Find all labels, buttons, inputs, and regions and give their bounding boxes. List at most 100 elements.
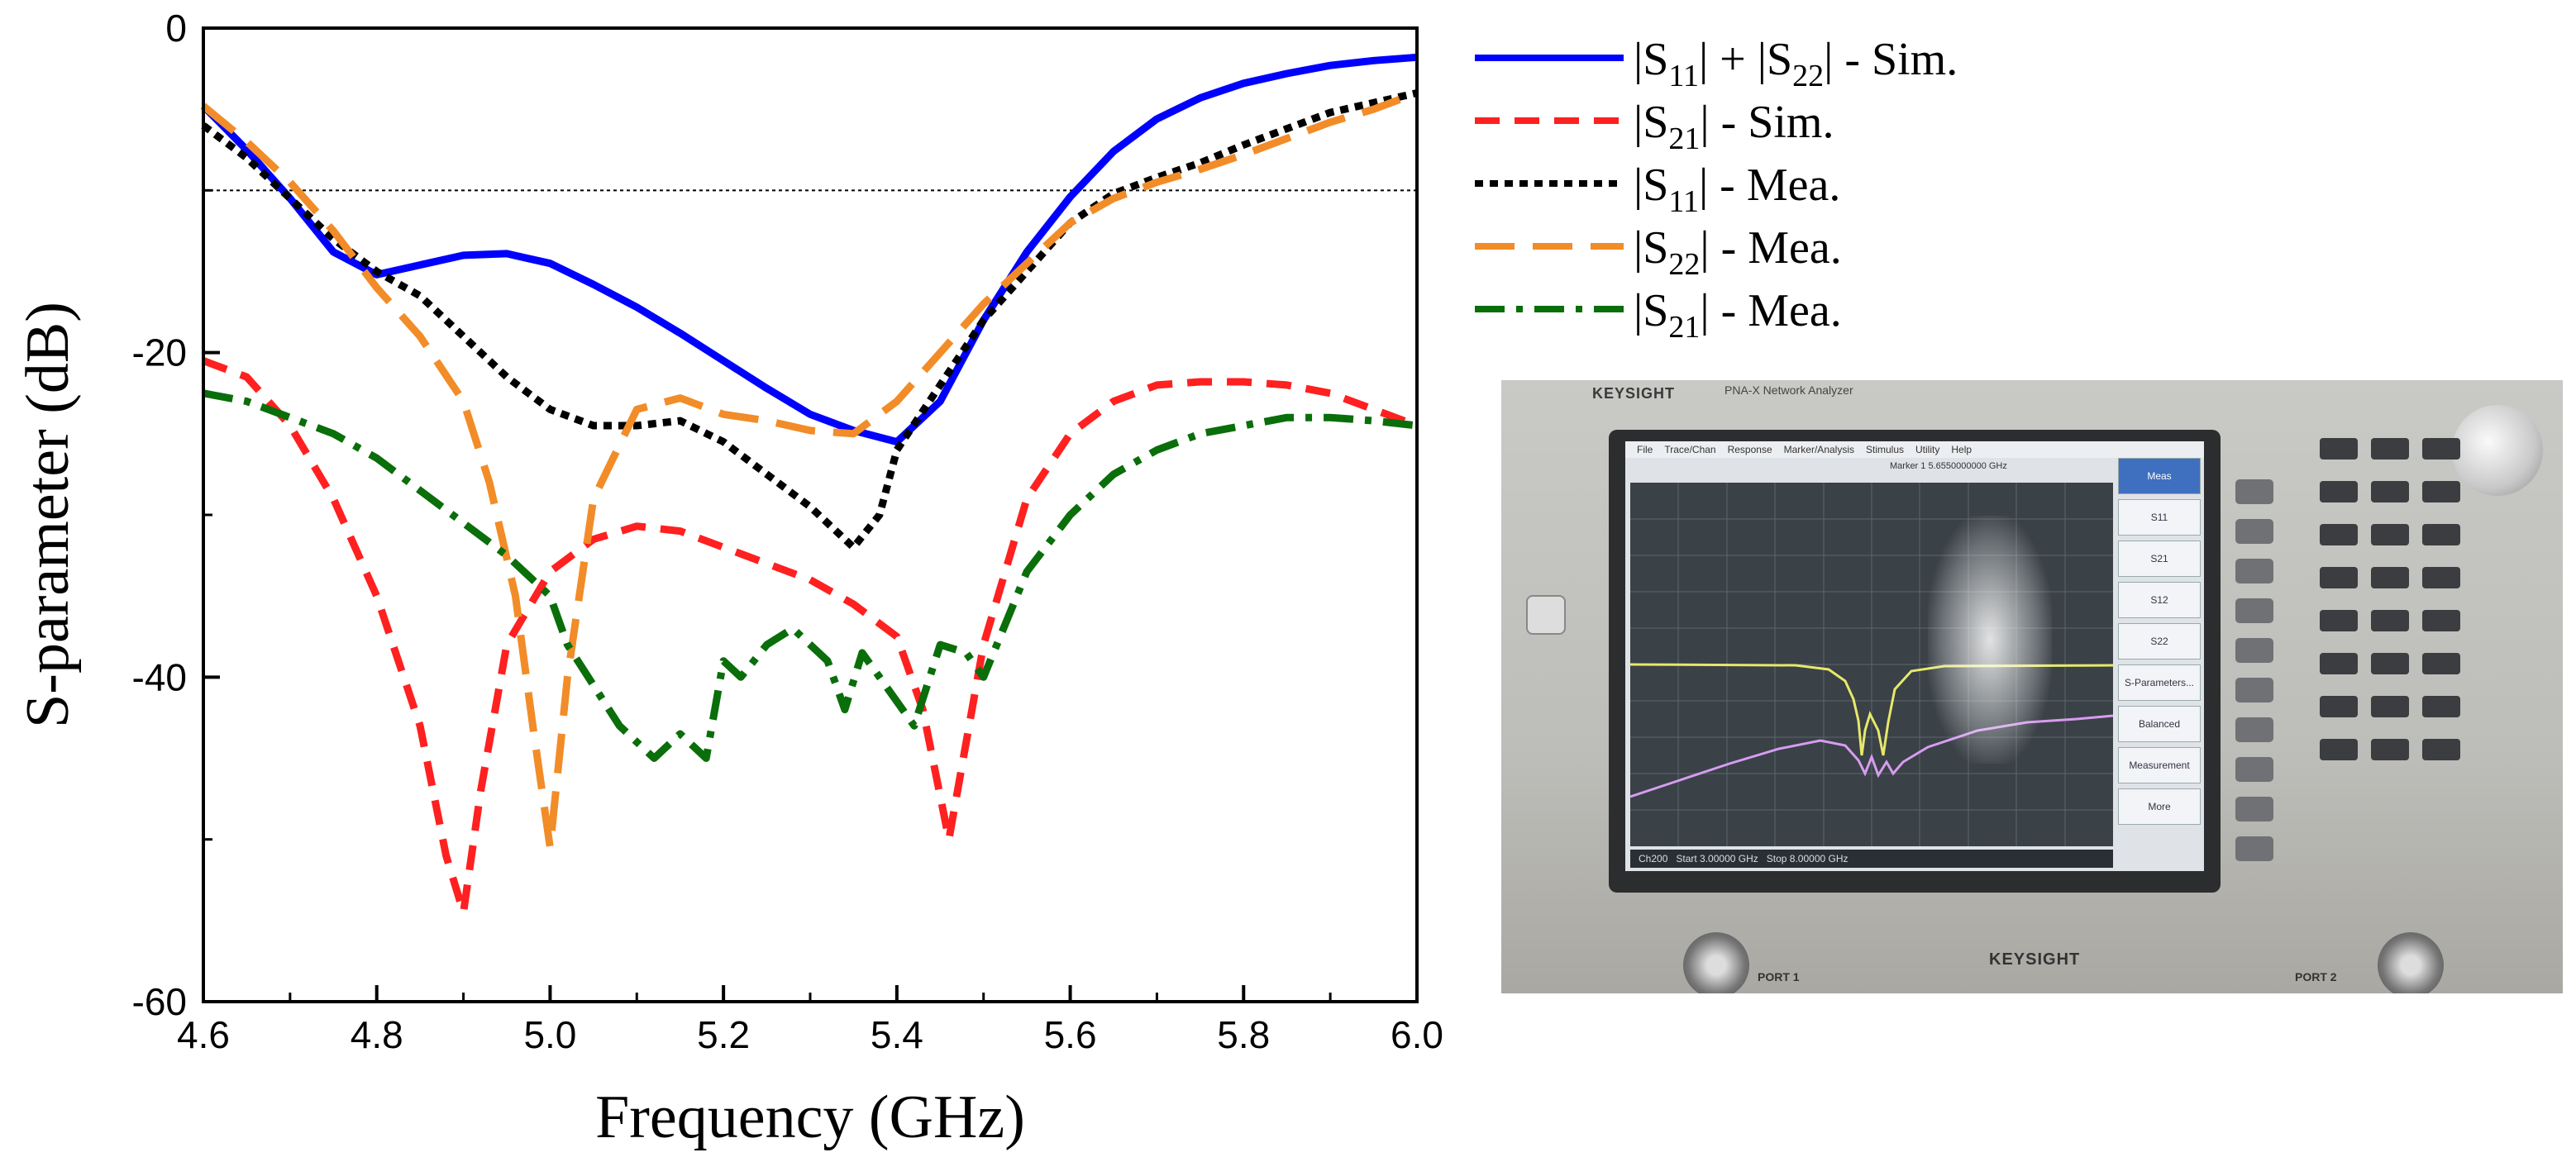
legend: |S11| + |S22| - Sim.|S21| - Sim.|S11| - … — [1475, 34, 1958, 345]
analyzer-softkey: S21 — [2118, 541, 2201, 577]
keypad-button — [2422, 567, 2460, 588]
legend-label-2: |S11| - Mea. — [1634, 160, 1840, 219]
x-tick-label: 5.8 — [1217, 1013, 1270, 1056]
keypad-button — [2320, 653, 2358, 674]
screen-glare — [1928, 516, 2052, 764]
keypad-button — [2422, 610, 2460, 631]
legend-label-4: |S21| - Mea. — [1634, 285, 1842, 345]
legend-label-3: |S22| - Mea. — [1634, 222, 1842, 282]
plot-frame — [202, 26, 1419, 1003]
y-tick-label: -20 — [132, 331, 187, 374]
side-hardware-button — [2235, 678, 2273, 702]
series-layer — [200, 53, 1419, 917]
keypad-button — [2422, 653, 2460, 674]
side-hardware-button — [2235, 797, 2273, 821]
x-tick-label: 5.2 — [697, 1013, 750, 1056]
x-tick-label: 5.0 — [523, 1013, 576, 1056]
series-line-2 — [201, 89, 1418, 551]
analyzer-softkey: More — [2118, 788, 2201, 825]
rotary-knob — [2452, 405, 2543, 496]
analyzer-trace-s21 — [1629, 663, 2114, 756]
side-hardware-button — [2235, 638, 2273, 663]
keypad-button — [2422, 481, 2460, 502]
analyzer-menu-item: Marker/Analysis — [1783, 444, 1854, 455]
x-tick-label: 4.6 — [177, 1013, 230, 1056]
keypad-button — [2371, 567, 2409, 588]
port-1-connector — [1683, 932, 1749, 993]
x-axis-title: Frequency (GHz) — [595, 1083, 1025, 1151]
y-tick-label: -40 — [132, 655, 187, 698]
analyzer-screen: File Trace/Chan Response Marker/Analysis Sti… — [1625, 441, 2204, 871]
analyzer-softkeys: Meas S11 S21 S12 S22 S-Parameters... Balanced … — [2118, 458, 2201, 855]
analyzer-softkey: Measurement Class... — [2118, 747, 2201, 806]
keypad-button — [2320, 524, 2358, 545]
port-2-connector — [2378, 932, 2444, 993]
side-hardware-button — [2235, 479, 2273, 504]
analyzer-menubar: File Trace/Chan Response Marker/Analysis Sti… — [1625, 441, 2204, 458]
marker-readout: Marker 1 5.6550000000 GHz — [1890, 461, 2007, 471]
keypad-button — [2371, 696, 2409, 717]
keypad-button — [2320, 610, 2358, 631]
keypad-button — [2371, 653, 2409, 674]
analyzer-plot — [1629, 483, 2114, 846]
analyzer-softkey: Balanced Parameters... — [2118, 706, 2201, 764]
analyzer-brand: KEYSIGHT — [1592, 385, 1676, 402]
legend-label-1: |S21| - Sim. — [1634, 97, 1834, 156]
series-line-3 — [201, 89, 1419, 851]
analyzer-menu-item: File — [1637, 444, 1653, 455]
port-1-label: PORT 1 — [1758, 970, 1800, 983]
port-2-label: PORT 2 — [2295, 970, 2337, 983]
analyzer-menu-item: Stimulus — [1866, 444, 1905, 455]
network-analyzer-photo: KEYSIGHT PNA-X Network Analyzer File Trac… — [1501, 380, 2563, 993]
keypad-button — [2422, 739, 2460, 760]
analyzer-status-text: Start 3.00000 GHz — [1676, 853, 1758, 864]
analyzer-statusbar: Ch200 Start 3.00000 GHz Stop 8.00000 GHz — [1630, 850, 2113, 868]
keypad-button — [2320, 567, 2358, 588]
side-hardware-button — [2235, 519, 2273, 544]
analyzer-menu-item: Trace/Chan — [1664, 444, 1716, 455]
keypad-button — [2422, 524, 2460, 545]
side-hardware-button — [2235, 598, 2273, 623]
series-line-0 — [200, 53, 1418, 446]
analyzer-status-text: Stop 8.00000 GHz — [1766, 853, 1849, 864]
keypad-button — [2371, 438, 2409, 460]
keypad-button — [2371, 524, 2409, 545]
keypad-button — [2371, 481, 2409, 502]
analyzer-model: PNA-X Network Analyzer — [1724, 383, 1853, 397]
panel-brand: KEYSIGHT — [1989, 950, 2081, 969]
keypad-button — [2320, 696, 2358, 717]
x-tick-label: 4.8 — [351, 1013, 403, 1056]
analyzer-menu-item: Utility — [1915, 444, 1940, 455]
power-button — [1526, 595, 1566, 635]
keypad-button — [2422, 438, 2460, 460]
y-tick-label: -60 — [132, 980, 187, 1023]
keypad-button — [2371, 739, 2409, 760]
analyzer-softkey: Meas — [2118, 458, 2201, 494]
side-hardware-button — [2235, 717, 2273, 742]
side-hardware-button — [2235, 836, 2273, 861]
keypad-button — [2422, 696, 2460, 717]
side-hardware-button — [2235, 757, 2273, 782]
side-hardware-button — [2235, 559, 2273, 583]
series-line-1 — [202, 357, 1419, 917]
series-line-4 — [203, 389, 1418, 762]
tick-layer: 4.6 4.8 5.0 5.2 5.4 5.6 5.8 6.0 0 -20 -40 -60 — [132, 7, 1443, 1056]
x-tick-label: 5.6 — [1044, 1013, 1097, 1056]
analyzer-status-text: Ch200 — [1639, 853, 1668, 864]
keypad-button — [2320, 481, 2358, 502]
analyzer-menu-item: Help — [1951, 444, 1973, 455]
analyzer-softkey: S12 — [2118, 582, 2201, 618]
x-tick-label: 6.0 — [1391, 1013, 1443, 1056]
analyzer-softkey: S-Parameters... — [2118, 664, 2201, 701]
x-tick-label: 5.4 — [871, 1013, 923, 1056]
keypad-button — [2320, 739, 2358, 760]
analyzer-softkey: S22 — [2118, 623, 2201, 660]
legend-label-0: |S11| + |S22| - Sim. — [1634, 34, 1958, 93]
analyzer-softkey: S11 — [2118, 499, 2201, 536]
y-axis-title: S-parameter (dB) — [14, 302, 82, 728]
keypad-button — [2371, 610, 2409, 631]
keypad-button — [2320, 438, 2358, 460]
y-tick-label: 0 — [165, 7, 187, 50]
analyzer-menu-item: Response — [1727, 444, 1772, 455]
